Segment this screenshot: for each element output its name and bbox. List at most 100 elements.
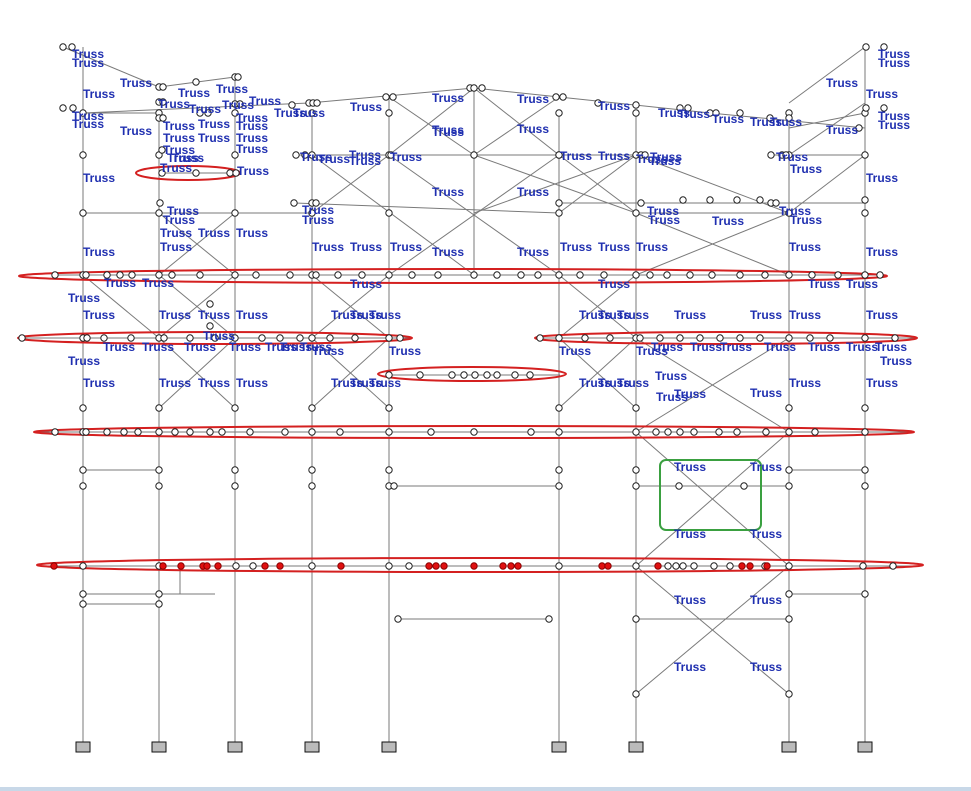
model-node[interactable] bbox=[120, 428, 128, 436]
model-node[interactable] bbox=[604, 562, 612, 570]
model-node[interactable] bbox=[155, 404, 163, 412]
model-node[interactable] bbox=[555, 404, 563, 412]
model-node[interactable] bbox=[192, 78, 200, 86]
model-node[interactable] bbox=[385, 428, 393, 436]
model-node[interactable] bbox=[408, 271, 416, 279]
model-node[interactable] bbox=[79, 482, 87, 490]
model-node[interactable] bbox=[196, 271, 204, 279]
model-node[interactable] bbox=[290, 199, 298, 207]
model-node[interactable] bbox=[861, 482, 869, 490]
model-node[interactable] bbox=[288, 101, 296, 109]
model-node[interactable] bbox=[79, 466, 87, 474]
model-node[interactable] bbox=[656, 334, 664, 342]
model-node[interactable] bbox=[82, 271, 90, 279]
model-node[interactable] bbox=[736, 334, 744, 342]
model-node[interactable] bbox=[733, 196, 741, 204]
model-node[interactable] bbox=[514, 562, 522, 570]
model-node[interactable] bbox=[637, 199, 645, 207]
model-node[interactable] bbox=[679, 196, 687, 204]
model-node[interactable] bbox=[782, 151, 790, 159]
model-node[interactable] bbox=[337, 562, 345, 570]
model-node[interactable] bbox=[258, 334, 266, 342]
model-node[interactable] bbox=[555, 109, 563, 117]
model-node[interactable] bbox=[808, 271, 816, 279]
model-node[interactable] bbox=[679, 562, 687, 570]
model-node[interactable] bbox=[308, 466, 316, 474]
model-node[interactable] bbox=[834, 271, 842, 279]
model-node[interactable] bbox=[286, 271, 294, 279]
model-node[interactable] bbox=[738, 562, 746, 570]
model-node[interactable] bbox=[100, 334, 108, 342]
model-node[interactable] bbox=[632, 562, 640, 570]
model-node[interactable] bbox=[79, 151, 87, 159]
model-node[interactable] bbox=[600, 271, 608, 279]
model-node[interactable] bbox=[155, 271, 163, 279]
model-node[interactable] bbox=[606, 334, 614, 342]
model-node[interactable] bbox=[425, 562, 433, 570]
model-node[interactable] bbox=[652, 428, 660, 436]
model-node[interactable] bbox=[726, 562, 734, 570]
model-node[interactable] bbox=[859, 562, 867, 570]
model-node[interactable] bbox=[385, 109, 393, 117]
model-node[interactable] bbox=[231, 109, 239, 117]
model-node[interactable] bbox=[405, 562, 413, 570]
model-node[interactable] bbox=[811, 428, 819, 436]
model-node[interactable] bbox=[676, 104, 684, 112]
model-node[interactable] bbox=[59, 104, 67, 112]
model-node[interactable] bbox=[211, 334, 219, 342]
model-node[interactable] bbox=[594, 99, 602, 107]
model-node[interactable] bbox=[598, 562, 606, 570]
model-node[interactable] bbox=[214, 562, 222, 570]
model-node[interactable] bbox=[736, 271, 744, 279]
model-node[interactable] bbox=[385, 562, 393, 570]
model-node[interactable] bbox=[68, 43, 76, 51]
model-node[interactable] bbox=[231, 209, 239, 217]
model-node[interactable] bbox=[861, 428, 869, 436]
model-node[interactable] bbox=[785, 482, 793, 490]
model-node[interactable] bbox=[715, 428, 723, 436]
model-node[interactable] bbox=[390, 482, 398, 490]
model-node[interactable] bbox=[470, 428, 478, 436]
model-node[interactable] bbox=[79, 209, 87, 217]
model-node[interactable] bbox=[236, 100, 244, 108]
model-node[interactable] bbox=[736, 109, 744, 117]
model-node[interactable] bbox=[746, 562, 754, 570]
model-node[interactable] bbox=[762, 428, 770, 436]
model-node[interactable] bbox=[889, 562, 897, 570]
model-node[interactable] bbox=[232, 562, 240, 570]
model-node[interactable] bbox=[155, 590, 163, 598]
model-node[interactable] bbox=[158, 146, 166, 154]
model-node[interactable] bbox=[552, 93, 560, 101]
model-node[interactable] bbox=[387, 151, 395, 159]
model-node[interactable] bbox=[83, 334, 91, 342]
model-node[interactable] bbox=[471, 371, 479, 379]
model-node[interactable] bbox=[470, 271, 478, 279]
model-node[interactable] bbox=[51, 428, 59, 436]
model-node[interactable] bbox=[785, 114, 793, 122]
model-node[interactable] bbox=[785, 334, 793, 342]
model-node[interactable] bbox=[555, 482, 563, 490]
model-node[interactable] bbox=[710, 562, 718, 570]
model-node[interactable] bbox=[470, 562, 478, 570]
model-node[interactable] bbox=[134, 428, 142, 436]
model-node[interactable] bbox=[632, 615, 640, 623]
model-node[interactable] bbox=[499, 562, 507, 570]
model-node[interactable] bbox=[326, 334, 334, 342]
model-node[interactable] bbox=[632, 428, 640, 436]
model-node[interactable] bbox=[861, 209, 869, 217]
model-node[interactable] bbox=[511, 371, 519, 379]
model-node[interactable] bbox=[534, 271, 542, 279]
model-node[interactable] bbox=[159, 114, 167, 122]
model-node[interactable] bbox=[861, 196, 869, 204]
model-node[interactable] bbox=[460, 371, 468, 379]
model-node[interactable] bbox=[234, 73, 242, 81]
model-node[interactable] bbox=[434, 271, 442, 279]
model-node[interactable] bbox=[155, 466, 163, 474]
model-node[interactable] bbox=[276, 334, 284, 342]
model-node[interactable] bbox=[862, 43, 870, 51]
model-node[interactable] bbox=[313, 99, 321, 107]
model-node[interactable] bbox=[127, 334, 135, 342]
model-node[interactable] bbox=[716, 334, 724, 342]
model-node[interactable] bbox=[358, 271, 366, 279]
model-node[interactable] bbox=[855, 124, 863, 132]
